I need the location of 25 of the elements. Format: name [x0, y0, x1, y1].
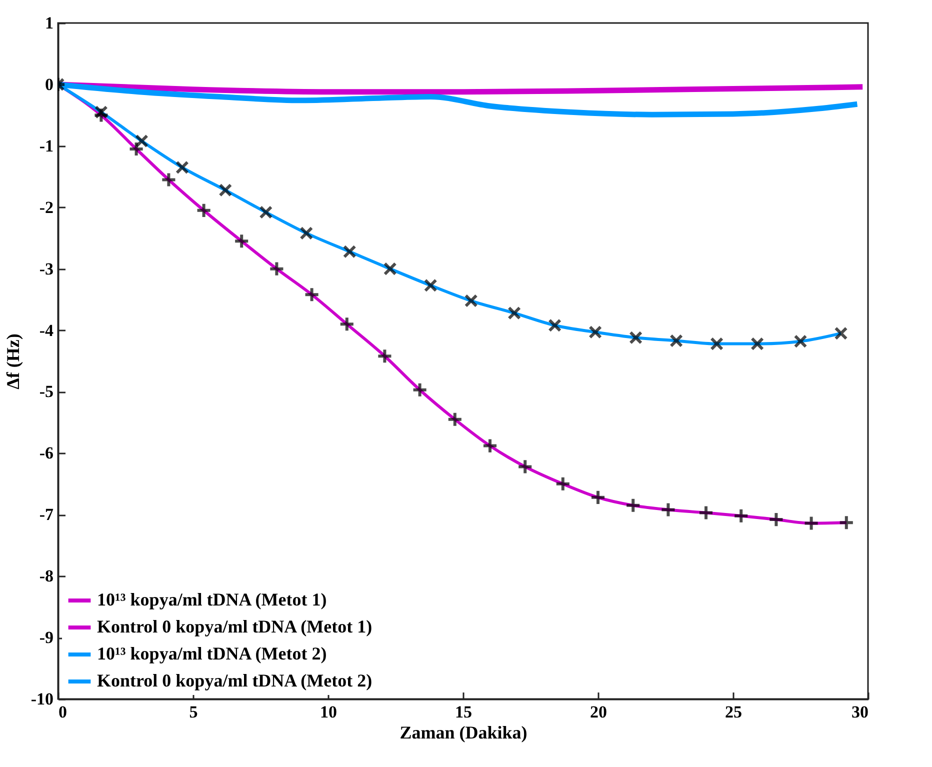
- y-tick-label: -2: [39, 198, 54, 217]
- y-tick-label: -8: [39, 566, 54, 586]
- y-tick-label: -10: [30, 690, 54, 708]
- y-tick-label: -5: [39, 382, 54, 402]
- x-tick-label: 25: [725, 702, 742, 722]
- y-tick-label: 1: [45, 14, 54, 32]
- legend-label: Kontrol 0 kopya/ml tDNA (Metot 2): [97, 670, 372, 690]
- x-tick-label: 5: [189, 702, 198, 722]
- y-tick-label: -7: [39, 505, 54, 524]
- x-tick-label: 15: [455, 702, 472, 722]
- x-tick-label: 20: [590, 702, 607, 722]
- y-tick-label: -9: [39, 628, 54, 648]
- y-axis-title: Δf (Hz): [2, 334, 23, 390]
- y-tick-label: -1: [39, 136, 54, 156]
- x-tick-label: 10: [320, 702, 337, 722]
- y-tick-label: -3: [39, 259, 54, 278]
- y-tick-label: -4: [39, 320, 54, 340]
- y-tick-label: 0: [45, 74, 54, 94]
- legend-label: 10¹³ kopya/ml tDNA (Metot 1): [97, 590, 327, 610]
- x-tick-label: 30: [852, 702, 868, 722]
- x-tick-label: 0: [58, 702, 67, 722]
- legend-label: Kontrol 0 kopya/ml tDNA (Metot 1): [97, 616, 372, 636]
- x-axis-title: Zaman (Dakika): [400, 722, 528, 742]
- y-tick-label: -6: [39, 444, 54, 463]
- legend-label: 10¹³ kopya/ml tDNA (Metot 2): [97, 644, 327, 664]
